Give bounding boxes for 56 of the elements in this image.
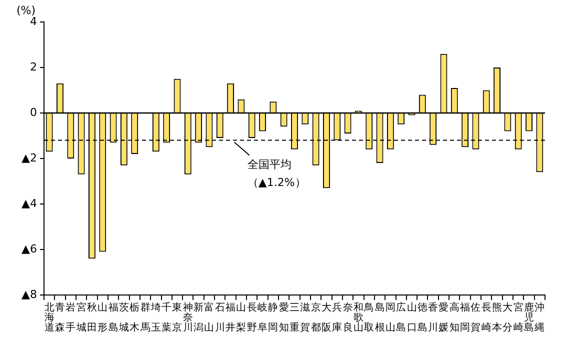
x-tick-label: 福岡	[460, 302, 470, 334]
x-tick-label: 三重	[290, 302, 300, 334]
x-tick-label: 熊本	[492, 302, 502, 334]
x-tick-label: 岡山	[385, 302, 396, 334]
x-tick-label: 愛媛	[438, 302, 449, 334]
x-tick-label: 和歌山	[353, 302, 364, 334]
y-tick-label: ▲8	[22, 288, 37, 301]
x-tick-label: 山口	[406, 302, 417, 334]
x-tick-label: 新潟	[194, 302, 204, 334]
y-axis-title: (%)	[16, 4, 36, 17]
y-tick-label: ▲4	[22, 196, 37, 210]
x-tick-label: 高知	[449, 302, 460, 334]
x-tick-label: 大阪	[321, 302, 332, 334]
x-tick-label: 京都	[310, 302, 321, 334]
y-tick-label: 0	[30, 106, 37, 119]
x-tick-label: 長野	[246, 302, 257, 334]
y-tick-label: 4	[30, 14, 37, 28]
y-tick-label: 2	[30, 60, 37, 74]
y-tick-label: ▲6	[22, 242, 37, 256]
x-tick-label: 千葉	[162, 302, 172, 334]
legend-label: 全国平均（▲1.2%）	[247, 157, 306, 192]
x-tick-label: 宮城	[75, 302, 86, 334]
x-tick-label: 秋田	[86, 302, 97, 334]
x-tick-label: 愛知	[278, 302, 289, 334]
x-tick-label: 福井	[226, 302, 236, 334]
x-tick-label: 徳島	[417, 302, 428, 334]
x-tick-label: 沖縄	[534, 302, 545, 334]
x-tick-label: 東京	[172, 302, 182, 334]
x-tick-label: 鳥取	[363, 302, 374, 334]
x-tick-label: 山梨	[236, 302, 246, 334]
x-tick-label: 北海道	[44, 302, 54, 334]
x-tick-label: 滋賀	[300, 302, 310, 334]
x-tick-label: 広島	[396, 302, 406, 334]
x-tick-label: 岐阜	[258, 302, 268, 334]
x-tick-label: 奈良	[342, 302, 353, 334]
x-tick-label: 鹿児島	[524, 302, 534, 334]
x-tick-label: 佐賀	[470, 302, 481, 334]
x-tick-label: 島根	[374, 302, 385, 334]
x-tick-label: 埼玉	[150, 302, 161, 334]
x-tick-label: 神奈川	[182, 302, 193, 334]
x-tick-label: 大分	[502, 302, 513, 334]
x-tick-label: 岩手	[66, 302, 76, 334]
x-tick-label: 福島	[108, 302, 118, 334]
x-tick-label: 栃木	[130, 302, 140, 334]
x-tick-label: 石川	[214, 302, 225, 334]
x-tick-label: 富山	[204, 302, 214, 334]
x-tick-label: 香川	[428, 302, 438, 334]
x-tick-label: 山形	[98, 302, 108, 334]
x-tick-label: 群馬	[139, 302, 150, 334]
y-tick-label: ▲2	[22, 151, 37, 164]
x-tick-label: 宮崎	[513, 302, 524, 334]
x-tick-label: 青森	[54, 302, 65, 334]
x-tick-label: 茨城	[118, 302, 129, 334]
x-tick-label: 兵庫	[332, 302, 342, 334]
x-tick-label: 長崎	[481, 302, 492, 334]
x-tick-label: 静岡	[268, 302, 278, 334]
